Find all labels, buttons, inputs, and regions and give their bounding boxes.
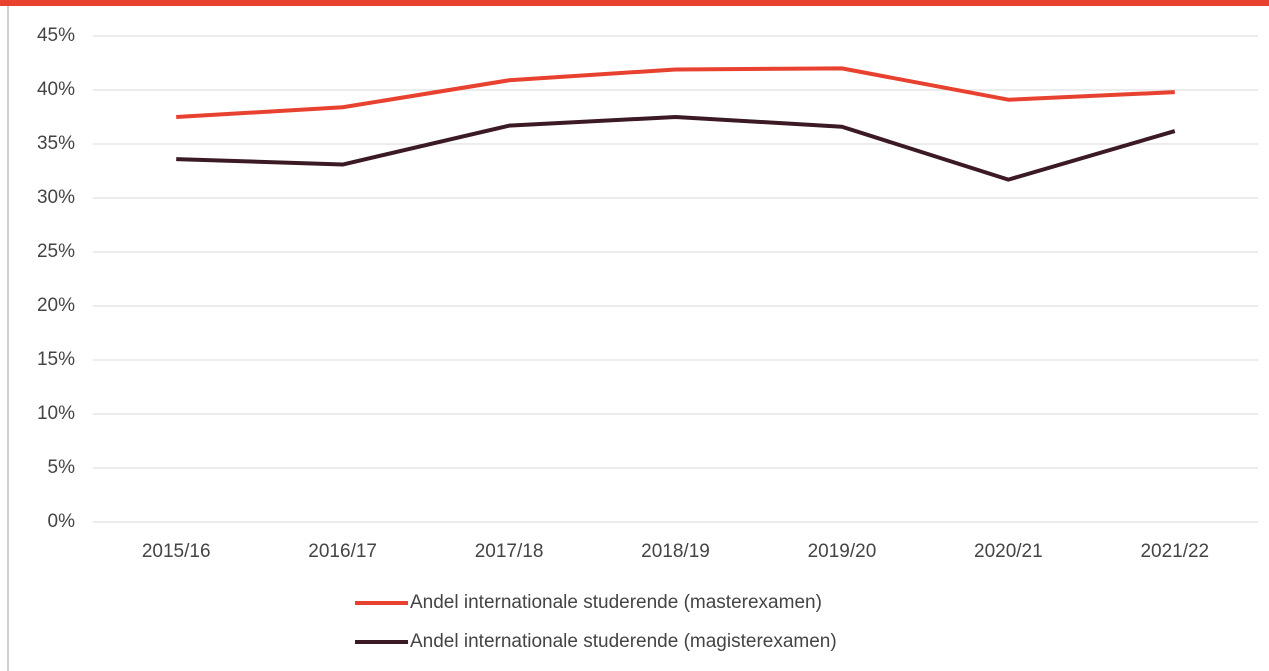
y-tick-label: 5% <box>48 457 76 478</box>
x-tick-label: 2015/16 <box>142 541 211 562</box>
y-tick-label: 35% <box>37 133 75 154</box>
y-tick-label: 0% <box>48 511 76 532</box>
series-line <box>176 66 1175 119</box>
y-tick-label: 25% <box>37 241 75 262</box>
y-tick-label: 15% <box>37 349 75 370</box>
x-tick-label: 2020/21 <box>974 541 1043 562</box>
x-tick-label: 2021/22 <box>1140 541 1209 562</box>
series-line <box>176 115 1176 182</box>
x-tick-label: 2019/20 <box>808 541 877 562</box>
y-tick-label: 40% <box>37 79 75 100</box>
y-tick-label: 20% <box>37 295 75 316</box>
y-tick-label: 10% <box>37 403 75 424</box>
x-tick-label: 2016/17 <box>308 541 377 562</box>
x-tick-label: 2018/19 <box>641 541 710 562</box>
legend-label: Andel internationale studerende (mastere… <box>410 592 822 613</box>
y-tick-label: 45% <box>37 25 75 46</box>
y-tick-label: 30% <box>37 187 75 208</box>
top-bar <box>0 0 1269 6</box>
legend-label: Andel internationale studerende (magiste… <box>410 631 837 652</box>
x-tick-label: 2017/18 <box>475 541 544 562</box>
